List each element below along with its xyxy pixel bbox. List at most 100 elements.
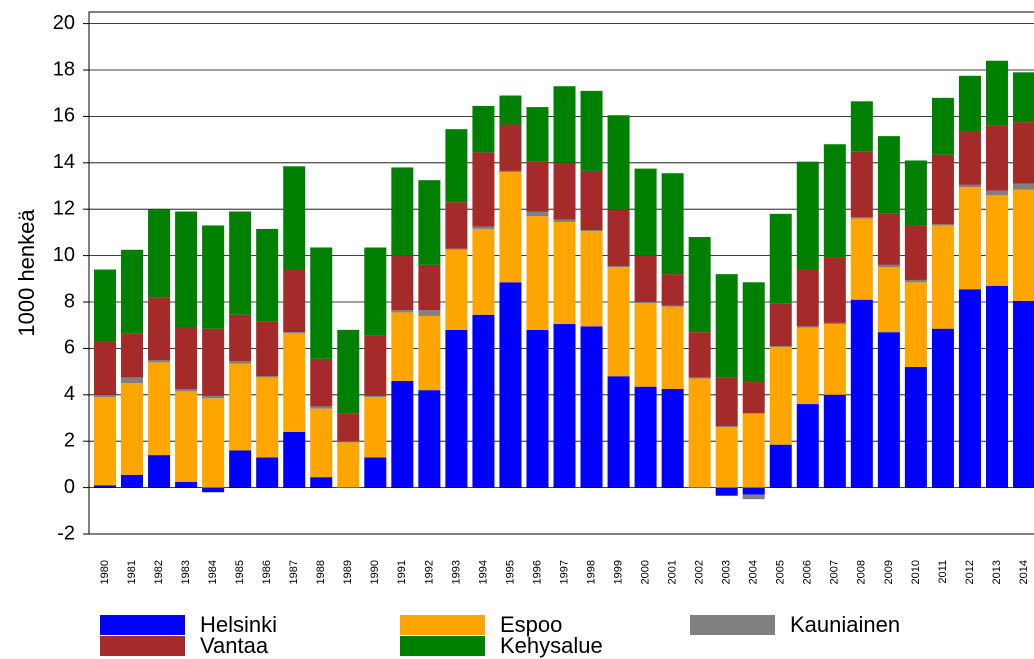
- y-tick-label: 6: [64, 337, 75, 359]
- bar-segment: [94, 269, 116, 342]
- x-tick-label: 1982: [153, 560, 165, 584]
- bar-segment: [337, 413, 360, 442]
- bar-segment: [148, 362, 171, 456]
- bar-segment: [310, 408, 333, 478]
- bar-segment: [850, 217, 873, 219]
- bar-segment: [391, 380, 414, 488]
- bar-segment: [121, 249, 144, 334]
- bar-segment: [877, 332, 900, 488]
- bar-segment: [445, 248, 468, 250]
- legend-label: Kehysalue: [500, 633, 603, 658]
- bar-segment: [796, 327, 819, 405]
- bar-segment: [283, 332, 306, 334]
- bar-segment: [661, 173, 684, 275]
- x-tick-label: 1992: [423, 560, 435, 584]
- bar-segment: [580, 170, 603, 231]
- bar-segment: [364, 335, 387, 396]
- bar-segment: [634, 302, 657, 304]
- bar-segment: [823, 324, 846, 395]
- bar-segment: [580, 231, 603, 327]
- bar-segment: [580, 90, 603, 171]
- x-tick-label: 2012: [964, 560, 976, 584]
- y-tick-label: 18: [53, 58, 75, 80]
- bar-segment: [283, 166, 306, 270]
- bar-segment: [229, 314, 252, 362]
- bar-segment: [256, 376, 279, 378]
- bar-segment: [634, 386, 657, 488]
- bar-segment: [175, 327, 198, 389]
- legend-label: Espoo: [500, 612, 562, 637]
- bar-segment: [418, 264, 441, 311]
- bar-segment: [688, 377, 711, 379]
- x-tick-label: 2013: [991, 560, 1003, 584]
- bar-segment: [607, 376, 630, 488]
- bar-segment: [958, 75, 981, 132]
- bar-segment: [904, 282, 927, 367]
- bar-segment: [985, 60, 1008, 126]
- bar-segment: [742, 282, 765, 383]
- bar-segment: [607, 267, 630, 377]
- bar-segment: [715, 487, 738, 496]
- y-tick-label: 12: [53, 197, 75, 219]
- bar-segment: [580, 230, 603, 232]
- bar-segment: [283, 431, 306, 488]
- x-tick-label: 2007: [829, 560, 841, 584]
- x-tick-label: 1997: [558, 560, 570, 584]
- y-tick-label: 14: [53, 151, 75, 173]
- bar-segment: [175, 481, 198, 488]
- bar-segment: [364, 395, 387, 398]
- bar-segment: [94, 485, 116, 488]
- bar-segment: [526, 329, 549, 488]
- bar-segment: [526, 107, 549, 162]
- bar-segment: [121, 333, 144, 378]
- bar-segment: [904, 279, 927, 283]
- bar-segment: [418, 390, 441, 488]
- x-tick-label: 1990: [369, 560, 381, 584]
- bar-segment: [931, 328, 954, 488]
- bar-segment: [769, 346, 792, 348]
- bar-segment: [985, 195, 1008, 286]
- bar-segment: [499, 95, 522, 125]
- y-tick-label: 10: [53, 244, 75, 266]
- bar-segment: [715, 426, 738, 428]
- bar-segment: [391, 167, 414, 256]
- bar-segment: [958, 131, 981, 185]
- bar-segment: [391, 310, 414, 313]
- bar-segment: [715, 427, 738, 488]
- x-tick-label: 1996: [531, 560, 543, 584]
- y-tick-label: 20: [53, 12, 75, 34]
- bar-segment: [445, 202, 468, 249]
- bar-segment: [175, 389, 198, 392]
- bar-segment: [931, 224, 954, 226]
- bar-segment: [661, 389, 684, 488]
- bar-segment: [607, 266, 630, 268]
- bar-segment: [661, 274, 684, 306]
- y-tick-label: 4: [64, 383, 75, 405]
- bar-segment: [850, 299, 873, 488]
- bar-segment: [769, 303, 792, 347]
- bar-segment: [418, 180, 441, 265]
- x-tick-label: 2002: [694, 560, 706, 584]
- x-tick-label: 1988: [315, 560, 327, 584]
- bar-segment: [148, 455, 171, 488]
- bar-segment: [742, 494, 765, 500]
- bar-segment: [877, 264, 900, 268]
- bar-segment: [121, 377, 144, 384]
- bar-segment: [742, 487, 765, 495]
- bar-segment: [607, 115, 630, 210]
- bar-segment: [931, 225, 954, 329]
- bar-segment: [1013, 189, 1034, 301]
- bar-segment: [337, 442, 360, 488]
- bar-segment: [580, 326, 603, 488]
- x-tick-label: 1980: [99, 560, 111, 584]
- bar-segment: [526, 211, 549, 217]
- x-tick-label: 2009: [883, 560, 895, 584]
- bar-segment: [148, 209, 171, 298]
- bar-segment: [364, 457, 387, 488]
- bar-segment: [148, 297, 171, 360]
- bar-segment: [958, 184, 981, 188]
- x-tick-label: 1989: [342, 560, 354, 584]
- bar-segment: [931, 97, 954, 155]
- x-tick-label: 2003: [721, 560, 733, 584]
